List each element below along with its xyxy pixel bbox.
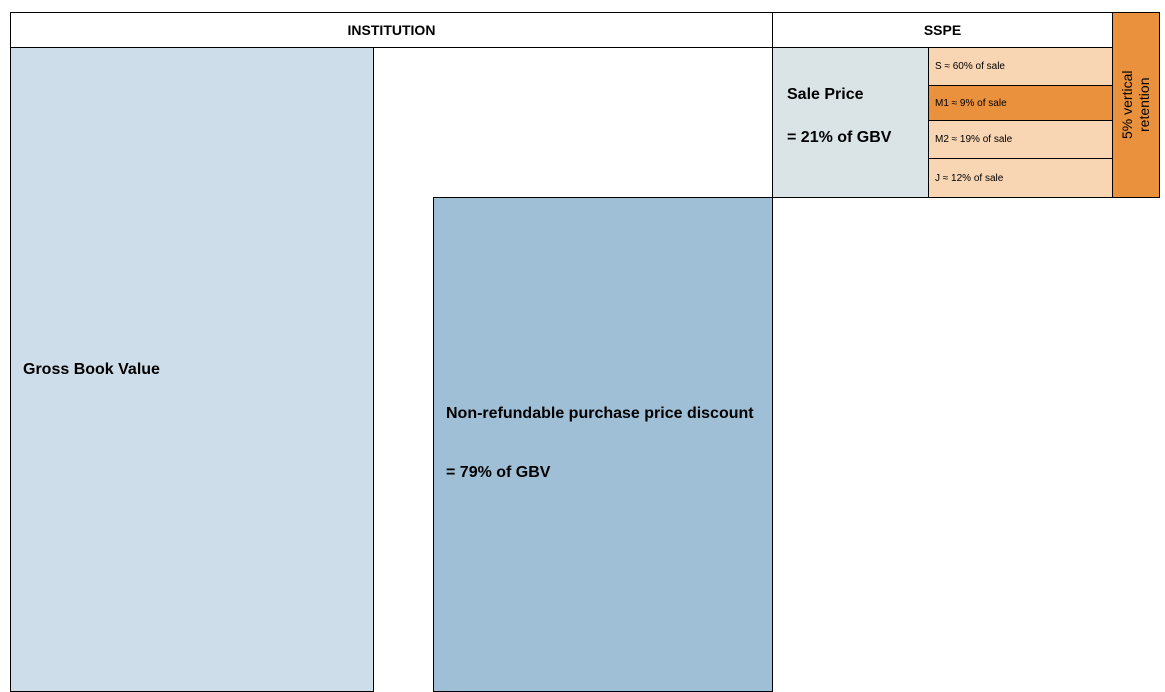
sspe-header: SSPE xyxy=(772,12,1113,48)
sale-price-share: = 21% of GBV xyxy=(787,129,892,146)
discount-label: Non-refundable purchase price discount xyxy=(446,404,754,422)
tranche: M1 ≈ 9% of sale xyxy=(928,85,1113,121)
tranche: S ≈ 60% of sale xyxy=(928,47,1113,86)
gbv-label: Gross Book Value xyxy=(23,360,160,378)
tranche: M2 ≈ 19% of sale xyxy=(928,120,1113,159)
tranche: J ≈ 12% of sale xyxy=(928,158,1113,198)
gbv-box: Gross Book Value xyxy=(10,47,374,692)
sale-price-label: Sale Price xyxy=(787,86,864,103)
discount-share: = 79% of GBV xyxy=(446,463,551,481)
discount-box: Non-refundable purchase price discount =… xyxy=(433,197,773,692)
retention-label: 5% vertical retention xyxy=(1119,70,1152,140)
institution-header: INSTITUTION xyxy=(10,12,773,48)
sale-price-box: Sale Price = 21% of GBV xyxy=(772,47,929,198)
retention-column: 5% vertical retention xyxy=(1112,12,1160,198)
